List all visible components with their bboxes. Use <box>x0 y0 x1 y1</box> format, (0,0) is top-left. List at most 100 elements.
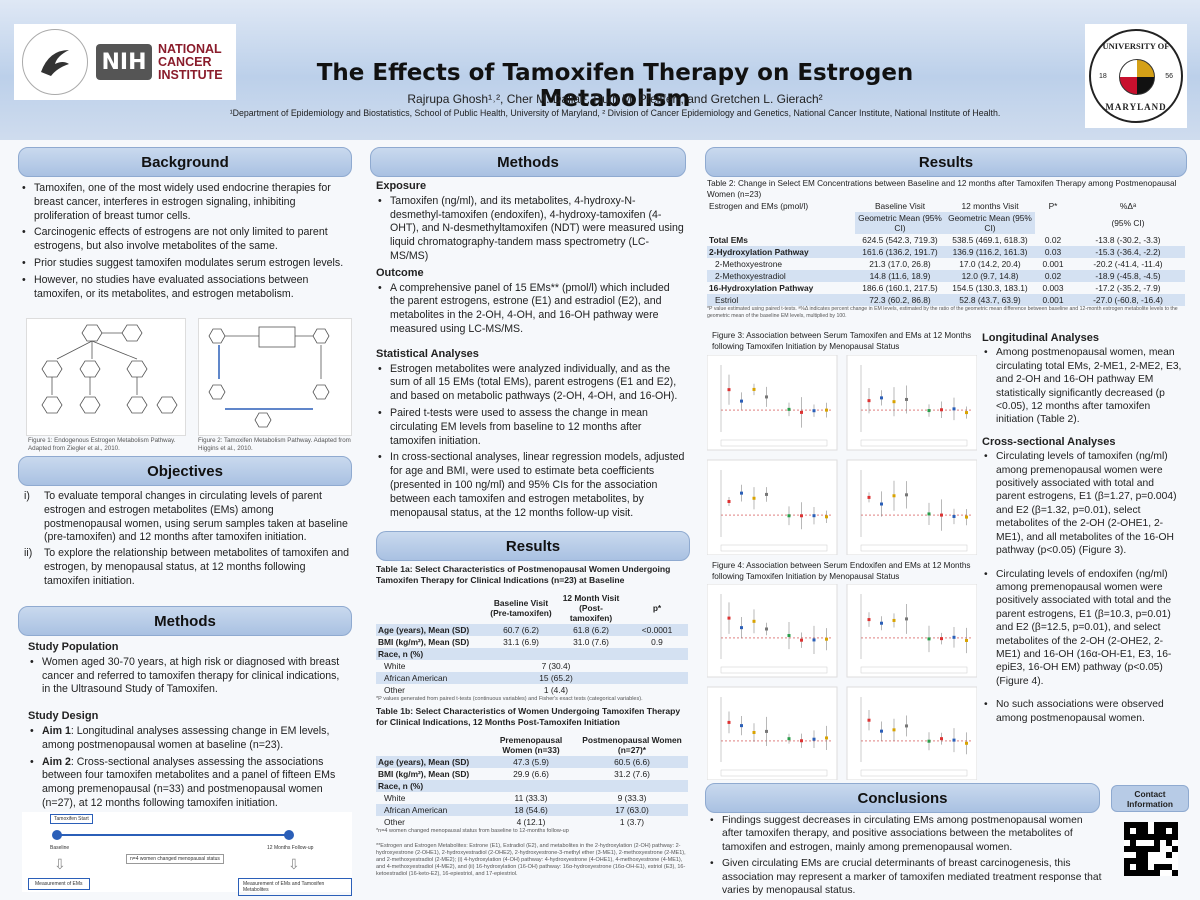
conclusion-bullet: Given circulating EMs are crucial determ… <box>708 857 1103 897</box>
plot-point <box>965 638 968 642</box>
table-header-cell: Estrogen and EMs (pmol/l) <box>709 201 809 211</box>
table-cell: 7 (30.4) <box>541 661 571 671</box>
table-2-block: Table 2: Change in Select EM Concentrati… <box>707 178 1185 320</box>
table-cell: 60.7 (6.2) <box>503 625 539 635</box>
table-1b-block: Table 1b: Select Characteristics of Wome… <box>376 706 688 878</box>
aim1-label: Aim 1 <box>42 724 71 737</box>
cross-sectional-title: Cross-sectional Analyses <box>982 435 1116 448</box>
table-header-cell: 12 months Visit <box>961 201 1019 211</box>
aim1-text: : Longitudinal analyses assessing change… <box>42 724 330 751</box>
objectives-list: i) To evaluate temporal changes in circul… <box>24 490 350 589</box>
table-cell: 31.0 (7.6) <box>573 637 609 647</box>
seal-top-text: UNIVERSITY OF <box>1102 41 1170 51</box>
plot-point <box>952 738 956 742</box>
table-row: Estriol 72.3 (60.2, 86.8) 52.8 (43.7, 63.9… <box>707 294 1185 306</box>
forest-plot-panel <box>706 583 838 678</box>
forest-plot-panel <box>846 686 978 781</box>
affiliations: ¹Department of Epidemiology and Biostati… <box>229 108 1001 118</box>
plot-point <box>812 514 816 518</box>
followup-dot <box>284 830 294 840</box>
longitudinal-text: Among postmenopausal women, mean circula… <box>982 346 1186 426</box>
outcome-text: A comprehensive panel of 15 EMs** (pmol/… <box>376 282 686 337</box>
table-cell: 0.03 <box>1044 247 1062 257</box>
methods-heading-left: Methods <box>18 606 352 636</box>
figure-3-caption: Figure 3: Association between Serum Tamo… <box>712 331 972 351</box>
table-cell: 11 (33.3) <box>514 793 548 803</box>
table-2: Estrogen and EMs (pmol/l) Baseline Visit… <box>707 200 1185 306</box>
table-1b: Premenopausal Women (n=33) Postmenopausa… <box>376 734 688 828</box>
seal-bottom-text: MARYLAND <box>1105 102 1167 112</box>
table-cell: BMI (kg/m²), Mean (SD) <box>378 769 470 779</box>
table-header-cell <box>376 592 486 624</box>
contact-information-button[interactable]: Contact Information <box>1111 785 1189 812</box>
plot-legend-box <box>860 769 968 777</box>
table-cell: 15 (65.2) <box>539 673 573 683</box>
table-row: White 7 (30.4) <box>376 660 688 672</box>
measurement-box-1: Measurement of EMs <box>28 878 90 890</box>
plot-point <box>905 493 908 497</box>
aim2-text: : Cross-sectional analyses assessing the… <box>42 755 336 809</box>
table-cell: 52.8 (43.7, 63.9) <box>959 295 1021 305</box>
table-cell: 9 (33.3) <box>617 793 647 803</box>
table-header-cell: P* <box>1048 201 1058 211</box>
table-cell: 624.5 (542.3, 719.3) <box>862 235 938 245</box>
table-cell: 186.6 (160.1, 217.5) <box>862 283 938 293</box>
plot-point <box>765 627 768 631</box>
conclusions-text: Findings suggest decreases in circulatin… <box>708 814 1103 900</box>
table-cell: 1 (3.7) <box>619 817 645 827</box>
plot-point <box>752 730 756 734</box>
plot-point <box>927 409 931 413</box>
qr-code-icon[interactable] <box>1124 822 1178 876</box>
table-cell <box>486 780 576 792</box>
plot-point <box>765 729 768 733</box>
plot-point <box>867 718 871 722</box>
plot-point <box>800 410 803 414</box>
table-row: Race, n (%) <box>376 648 688 660</box>
results-heading-right: Results <box>705 147 1187 177</box>
table-cell: 0.02 <box>1044 235 1062 245</box>
table-row: Total EMs 624.5 (542.3, 719.3) 538.5 (469.… <box>707 234 1185 246</box>
background-bullet: However, no studies have evaluated assoc… <box>20 274 350 302</box>
table-cell: 136.9 (116.2, 161.3) <box>952 247 1028 257</box>
forest-plot-panel <box>706 354 838 451</box>
plot-point <box>752 496 756 500</box>
cross-sectional-bullet: Circulating levels of tamoxifen (ng/ml) … <box>982 450 1186 557</box>
arrow-down-icon: ⇩ <box>288 856 300 872</box>
study-timeline-diagram: Tamoxifen Start Baseline 12 Months Follo… <box>22 812 352 896</box>
plot-point <box>880 729 883 733</box>
plot-point <box>825 408 828 412</box>
plot-point <box>812 638 816 642</box>
plot-point <box>765 395 768 399</box>
table-cell: African American <box>384 673 448 683</box>
plot-point <box>787 407 791 411</box>
plot-point <box>825 515 828 519</box>
aim2-label: Aim 2 <box>42 755 71 768</box>
table-row: Age (years), Mean (SD) 47.3 (5.9) 60.5 (6.… <box>376 756 688 768</box>
table-cell: White <box>384 661 406 671</box>
plot-point <box>880 396 883 400</box>
baseline-dot <box>52 830 62 840</box>
plot-point <box>787 634 791 638</box>
plot-point <box>765 492 768 496</box>
table-cell <box>576 780 688 792</box>
table-cell <box>556 648 626 660</box>
cross-sectional-bullet: Circulating levels of endoxifen (ng/ml) … <box>982 568 1186 689</box>
plot-point <box>905 617 908 621</box>
plot-point <box>800 514 803 518</box>
table-row: 2-Methoxyestradiol 14.8 (11.6, 18.9) 12.0 … <box>707 270 1185 282</box>
forest-plot-panel <box>706 686 838 781</box>
methods-mid-text: Exposure Tamoxifen (ng/ml), and its meta… <box>376 178 686 523</box>
table-row: BMI (kg/m²), Mean (SD) 31.1 (6.9) 31.0 (7.… <box>376 636 688 648</box>
em-footnote: **Estrogen and Estrogen Metabolites: Est… <box>376 843 686 877</box>
table-cell: 21.3 (17.0, 26.8) <box>869 259 931 269</box>
timeline-followup-label: 12 Months Follow-up <box>267 845 314 851</box>
objective-item: ii) To explore the relationship between m… <box>24 547 350 588</box>
plot-point <box>812 409 816 413</box>
table-subheader-cell: Geometric Mean (95% CI) <box>855 212 945 234</box>
plot-legend-box <box>720 769 828 777</box>
table-cell: Other <box>384 685 405 695</box>
table-cell: 0.003 <box>1042 283 1064 293</box>
table-cell: -13.8 (-30.2, -3.3) <box>1095 235 1161 245</box>
table-row: 2-Methoxyestrone 21.3 (17.0, 26.8) 17.0 (1… <box>707 258 1185 270</box>
plot-point <box>800 638 803 642</box>
